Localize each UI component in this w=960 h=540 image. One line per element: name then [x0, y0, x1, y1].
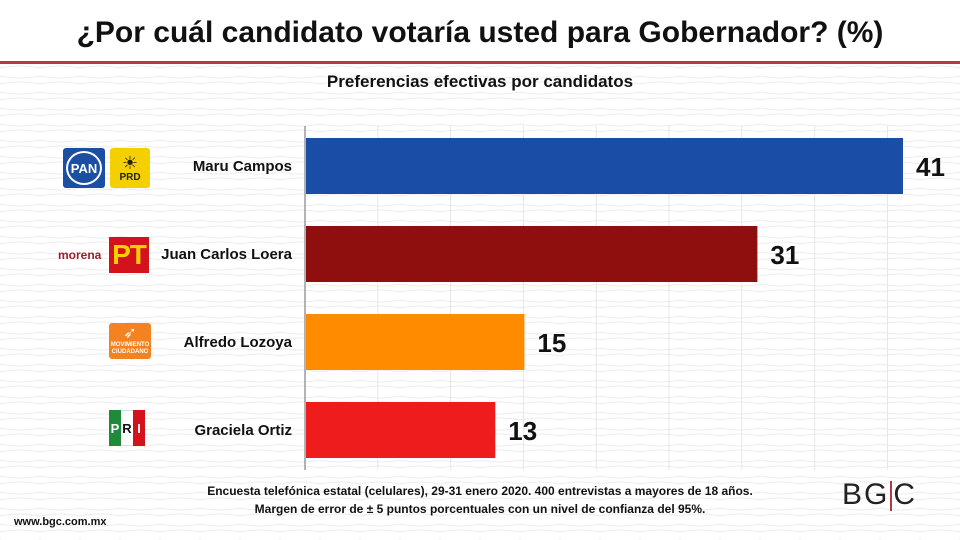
wave-line [0, 433, 960, 437]
wave-line [0, 481, 960, 485]
wave-line [0, 123, 960, 127]
website-url: www.bgc.com.mx [14, 516, 107, 528]
wave-line [0, 219, 960, 223]
bgc-logo-bar [890, 481, 893, 512]
wave-line [0, 379, 960, 383]
wave-line [0, 417, 960, 421]
bar-maru-campos [306, 138, 903, 194]
pan-logo-text: PAN [66, 151, 102, 185]
wave-line [0, 513, 960, 517]
wave-line [0, 283, 960, 287]
value-label: 13 [508, 416, 537, 446]
wave-line [0, 129, 960, 133]
movimiento-ciudadano-logo-text: MOVIMIENTO CIUDADANO [110, 342, 150, 355]
pan-logo-icon: PAN [63, 148, 105, 188]
category-label: Alfredo Lozoya [184, 334, 293, 351]
wave-line [0, 81, 960, 85]
wave-line [0, 459, 960, 463]
value-label: 31 [770, 240, 799, 270]
morena-logo-icon: morena [58, 248, 102, 262]
wave-line [0, 209, 960, 213]
wave-line [0, 497, 960, 501]
wave-line [0, 65, 960, 69]
wave-line [0, 97, 960, 101]
title-divider [0, 61, 960, 64]
wave-line [0, 289, 960, 293]
wave-line [0, 523, 960, 527]
wave-line [0, 395, 960, 399]
bar-alfredo-lozoya [306, 314, 525, 370]
wave-line [0, 529, 960, 533]
wave-line [0, 107, 960, 111]
wave-line [0, 411, 960, 415]
bgc-logo-right: C [893, 478, 918, 511]
wave-line [0, 491, 960, 495]
category-label: Maru Campos [193, 158, 292, 175]
wave-line [0, 449, 960, 453]
eagle-icon: ➶ [123, 325, 137, 342]
category-label: Juan Carlos Loera [161, 246, 293, 263]
value-label: 41 [916, 152, 945, 182]
bar-juan-carlos-loera [306, 226, 758, 282]
chart-subtitle: Preferencias efectivas por candidatos [326, 72, 634, 91]
wave-line [0, 203, 960, 207]
survey-methodology-note: Encuesta telefónica estatal (celulares),… [207, 484, 753, 498]
page-title: ¿Por cuál candidato votaría usted para G… [76, 16, 884, 49]
margin-of-error-note: Margen de error de ± 5 puntos porcentual… [254, 502, 706, 516]
wave-line [0, 427, 960, 431]
wave-line [0, 305, 960, 309]
bgc-logo: BG C [842, 478, 917, 512]
value-label: 15 [537, 328, 566, 358]
pt-logo-icon: PT [109, 237, 149, 273]
prd-sun-icon: ☀ [121, 152, 139, 173]
pri-letter-p: P [109, 410, 121, 446]
bgc-logo-left: BG [842, 478, 890, 511]
pri-letter-r: R [121, 410, 133, 446]
wave-line [0, 299, 960, 303]
wave-line [0, 475, 960, 479]
movimiento-ciudadano-logo-icon: ➶ MOVIMIENTO CIUDADANO [109, 323, 151, 359]
wave-line [0, 443, 960, 447]
prd-logo-icon: ☀ PRD [110, 148, 150, 188]
pri-logo-icon: P R I [109, 410, 145, 446]
bar-graciela-ortiz [306, 402, 496, 458]
category-label: Graciela Ortiz [194, 422, 292, 439]
wave-line [0, 401, 960, 405]
wave-line [0, 465, 960, 469]
wave-line [0, 507, 960, 511]
wave-line [0, 385, 960, 389]
wave-line [0, 91, 960, 95]
wave-line [0, 113, 960, 117]
pri-letter-i: I [133, 410, 145, 446]
prd-logo-text: PRD [119, 171, 141, 183]
wave-line [0, 75, 960, 79]
